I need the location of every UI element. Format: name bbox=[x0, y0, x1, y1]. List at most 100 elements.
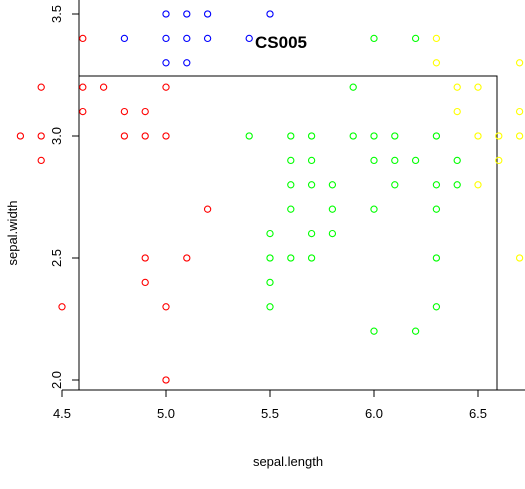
x-tick-label: 6.0 bbox=[365, 406, 383, 421]
data-point bbox=[432, 254, 441, 262]
data-point bbox=[79, 34, 87, 43]
data-point bbox=[453, 107, 461, 116]
data-point bbox=[183, 254, 191, 262]
data-point bbox=[266, 254, 274, 262]
data-point bbox=[287, 254, 295, 262]
data-point bbox=[307, 181, 316, 189]
data-point bbox=[432, 205, 441, 213]
data-point bbox=[141, 254, 149, 262]
data-point bbox=[432, 59, 441, 67]
data-point bbox=[432, 132, 441, 140]
data-point bbox=[16, 132, 25, 140]
x-tick-label: 4.5 bbox=[53, 406, 71, 421]
data-point bbox=[391, 156, 399, 165]
data-point bbox=[266, 229, 274, 238]
y-tick-label: 3.5 bbox=[49, 5, 64, 23]
x-axis-label: sepal.length bbox=[253, 454, 323, 469]
data-point bbox=[370, 156, 378, 165]
data-point bbox=[370, 327, 378, 335]
data-point bbox=[141, 107, 149, 116]
x-axis: 4.55.05.56.06.57.07.58.0 bbox=[53, 389, 525, 421]
data-point bbox=[162, 132, 170, 140]
data-point bbox=[141, 132, 149, 140]
data-point bbox=[162, 10, 170, 18]
data-point bbox=[287, 156, 295, 165]
data-point bbox=[453, 181, 461, 189]
data-point bbox=[58, 303, 66, 311]
data-point bbox=[453, 156, 461, 165]
data-point bbox=[349, 83, 357, 91]
y-axis: 2.02.53.03.54.0 bbox=[49, 0, 80, 389]
data-point bbox=[162, 376, 170, 384]
data-point bbox=[307, 254, 316, 262]
data-point bbox=[307, 229, 316, 238]
data-point bbox=[203, 10, 212, 18]
data-point bbox=[515, 254, 524, 262]
data-point bbox=[99, 83, 108, 91]
data-point bbox=[266, 303, 274, 311]
data-point bbox=[37, 132, 45, 140]
y-tick-label: 2.5 bbox=[49, 249, 64, 267]
data-point bbox=[515, 107, 524, 116]
data-point bbox=[203, 205, 212, 213]
data-point bbox=[349, 132, 357, 140]
data-point bbox=[162, 59, 170, 67]
data-point bbox=[307, 156, 316, 165]
data-point bbox=[79, 107, 87, 116]
data-point bbox=[266, 10, 274, 18]
data-point bbox=[515, 59, 524, 67]
data-point bbox=[495, 132, 503, 140]
x-tick-label: 5.0 bbox=[157, 406, 175, 421]
data-point bbox=[432, 34, 441, 43]
data-point bbox=[411, 327, 420, 335]
data-point bbox=[120, 107, 129, 116]
data-point bbox=[287, 205, 295, 213]
data-point bbox=[37, 83, 45, 91]
data-point bbox=[453, 83, 461, 91]
data-point bbox=[495, 156, 503, 165]
y-axis-label: sepal.width bbox=[5, 200, 20, 265]
data-point bbox=[411, 156, 420, 165]
data-point bbox=[162, 34, 170, 43]
y-tick-label: 2.0 bbox=[49, 371, 64, 389]
data-point bbox=[266, 278, 274, 287]
data-point bbox=[370, 205, 378, 213]
chart-title: CS005 bbox=[255, 33, 307, 52]
data-point bbox=[183, 10, 191, 18]
data-point bbox=[162, 83, 170, 91]
data-point bbox=[328, 229, 337, 238]
data-point bbox=[120, 34, 129, 43]
data-point bbox=[474, 132, 482, 140]
data-point bbox=[391, 181, 399, 189]
data-point bbox=[370, 34, 378, 43]
data-point bbox=[203, 34, 212, 43]
data-point bbox=[370, 132, 378, 140]
data-point bbox=[307, 132, 316, 140]
data-point bbox=[141, 278, 149, 287]
x-tick-label: 6.5 bbox=[469, 406, 487, 421]
data-point bbox=[37, 156, 45, 165]
data-point bbox=[328, 205, 337, 213]
y-tick-label: 3.0 bbox=[49, 127, 64, 145]
data-point bbox=[287, 181, 295, 189]
data-point bbox=[162, 303, 170, 311]
data-point bbox=[391, 132, 399, 140]
data-point bbox=[328, 181, 337, 189]
x-tick-label: 5.5 bbox=[261, 406, 279, 421]
data-point bbox=[432, 181, 441, 189]
data-point bbox=[120, 132, 129, 140]
data-point bbox=[183, 34, 191, 43]
data-point bbox=[432, 303, 441, 311]
plot-frame bbox=[78, 75, 498, 391]
data-point bbox=[474, 83, 482, 91]
data-point bbox=[79, 83, 87, 91]
data-point bbox=[515, 132, 524, 140]
data-point bbox=[245, 34, 253, 43]
data-point bbox=[411, 34, 420, 43]
data-point bbox=[245, 132, 253, 140]
data-point bbox=[474, 181, 482, 189]
data-point bbox=[183, 59, 191, 67]
data-points bbox=[16, 10, 524, 384]
data-point bbox=[287, 132, 295, 140]
